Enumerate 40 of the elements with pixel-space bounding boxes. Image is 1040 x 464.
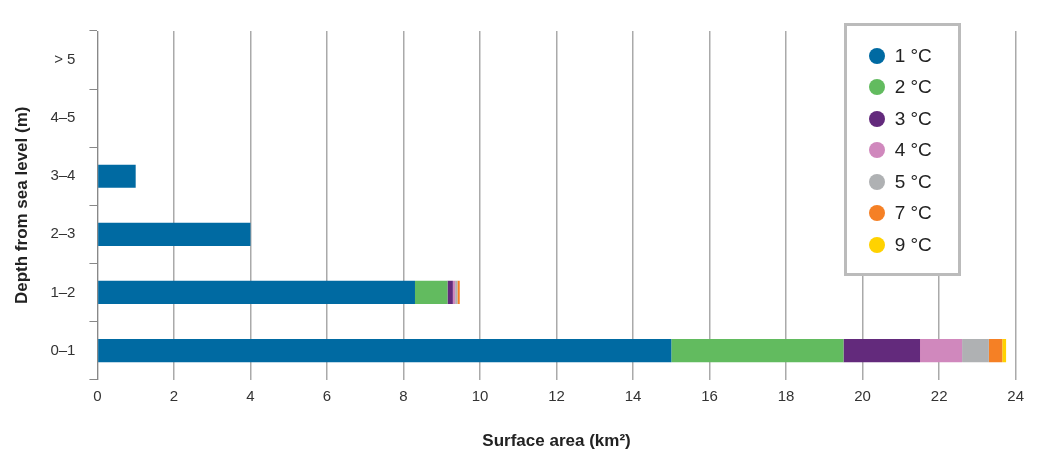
x-axis-title: Surface area (km²) xyxy=(482,431,631,451)
legend-label: 1 °C xyxy=(894,44,932,67)
y-tick-label: 0–1 xyxy=(50,340,76,358)
x-tick-label: 18 xyxy=(777,386,795,404)
x-tick-label: 20 xyxy=(854,386,871,404)
bar xyxy=(988,338,1003,363)
x-tick-label: 4 xyxy=(246,386,255,404)
bar xyxy=(447,280,453,305)
bar xyxy=(671,338,844,363)
x-tick-label: 8 xyxy=(399,386,408,404)
bar xyxy=(414,280,448,305)
y-tick-label: 2–3 xyxy=(50,224,76,242)
y-tick-label: > 5 xyxy=(54,50,76,68)
x-tick-label: 12 xyxy=(548,386,565,404)
bar xyxy=(1002,338,1007,363)
bar xyxy=(920,338,963,363)
x-tick-label: 0 xyxy=(93,386,102,404)
bar xyxy=(843,338,921,363)
x-tick-label: 16 xyxy=(701,386,718,404)
bar xyxy=(98,164,136,188)
x-tick-label: 22 xyxy=(930,386,948,404)
bar xyxy=(98,338,672,363)
legend-label: 7 °C xyxy=(894,202,932,225)
legend-label: 2 °C xyxy=(894,76,932,99)
y-tick-label: 1–2 xyxy=(50,282,76,300)
bar xyxy=(962,338,989,363)
y-tick-label: 3–4 xyxy=(50,166,76,184)
x-tick-label: 6 xyxy=(322,386,332,404)
legend-label: 3 °C xyxy=(894,107,932,130)
bar xyxy=(98,222,251,246)
legend-label: 4 °C xyxy=(894,139,932,162)
x-tick-label: 14 xyxy=(624,386,642,404)
bar xyxy=(98,280,415,305)
y-axis-title: Depth from sea level (m) xyxy=(11,106,31,305)
legend-label: 5 °C xyxy=(894,170,932,193)
x-tick-label: 2 xyxy=(169,386,179,404)
y-tick-label: 4–5 xyxy=(50,108,76,126)
legend-label: 9 °C xyxy=(894,233,932,256)
x-tick-label: 24 xyxy=(1007,386,1024,404)
x-tick-label: 10 xyxy=(471,386,489,404)
